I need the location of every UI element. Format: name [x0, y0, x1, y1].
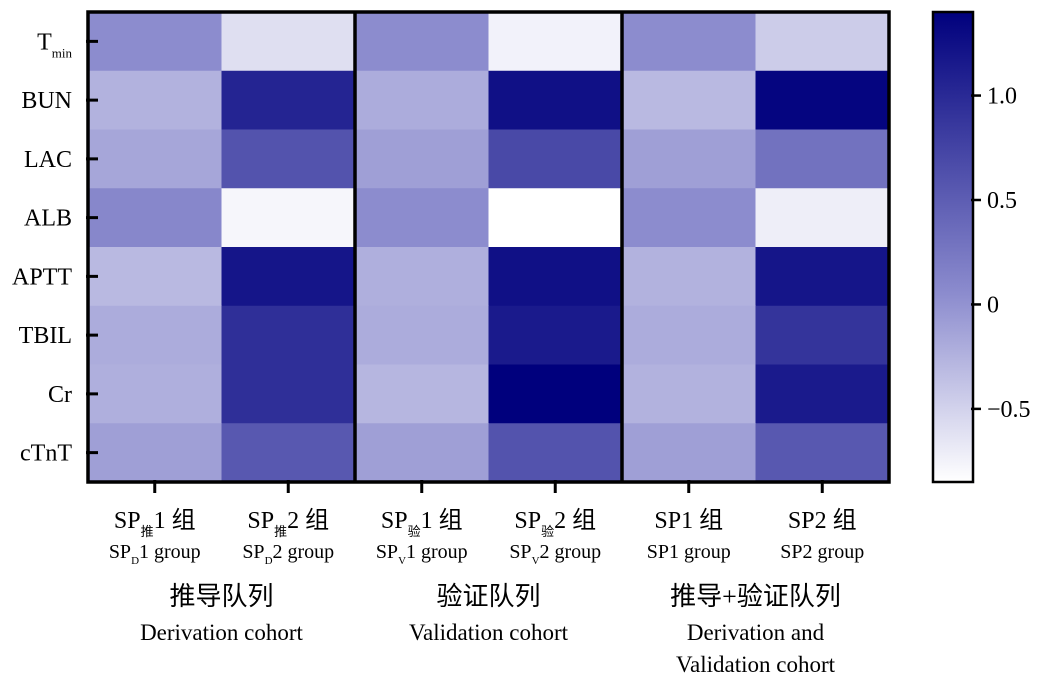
- column-label-zh: SP验1 组: [381, 507, 463, 539]
- heatmap-cell: [88, 129, 222, 189]
- colorbar-tick-label: 0.5: [987, 188, 1017, 214]
- heatmap-cell: [755, 247, 890, 307]
- row-label: Cr: [48, 382, 72, 408]
- heatmap-cell: [221, 423, 356, 483]
- heatmap-cell: [622, 70, 756, 130]
- group-label-en: Validation cohort: [409, 620, 569, 645]
- heatmap-cell: [221, 70, 356, 130]
- heatmap-cell: [622, 423, 756, 483]
- heatmap-cell: [88, 364, 222, 424]
- plot-frame: [86, 10, 891, 484]
- row-labels: Tmin BUN LAC ALB APTT TBIL Cr cTnT: [12, 29, 98, 467]
- heatmap-cell: [355, 129, 489, 189]
- heatmap-cell: [755, 70, 890, 130]
- heatmap-cell: [488, 12, 623, 72]
- heatmap-cell: [221, 247, 356, 307]
- colorbar-tick-label: 1.0: [987, 84, 1017, 110]
- group-label-zh: 推导队列: [169, 582, 273, 611]
- group-label-en: Derivation cohort: [140, 620, 303, 645]
- heatmap-cell: [755, 364, 890, 424]
- heatmap-cell: [622, 188, 756, 248]
- heatmap-cell: [355, 305, 489, 365]
- heatmap-cell: [355, 188, 489, 248]
- row-label: BUN: [21, 88, 72, 114]
- heatmap-cell: [488, 247, 623, 307]
- colorbar-gradient: [931, 10, 975, 484]
- heatmap-cell: [488, 305, 623, 365]
- heatmap-cell: [221, 129, 356, 189]
- heatmap-cell: [488, 70, 623, 130]
- heatmap-cell: [88, 188, 222, 248]
- heatmap-cell: [221, 12, 356, 72]
- group-label-en: Derivation and: [687, 620, 825, 645]
- column-label-zh: SP1 组: [654, 507, 723, 534]
- heatmap-cell: [88, 247, 222, 307]
- heatmap-cell: [622, 364, 756, 424]
- heatmap-cell: [88, 423, 222, 483]
- heatmap-cell: [755, 188, 890, 248]
- heatmap-cell: [355, 12, 489, 72]
- group-label-zh: 验证队列: [436, 582, 540, 611]
- row-label: Tmin: [37, 29, 72, 60]
- group-label-zh: 推导+验证队列: [670, 582, 841, 611]
- column-label-en: SP1 group: [647, 541, 731, 563]
- heatmap-cell: [622, 247, 756, 307]
- column-label-en: SPV2 group: [509, 541, 601, 567]
- heatmap-cell: [755, 305, 890, 365]
- heatmap-cell: [88, 305, 222, 365]
- column-label-en: SPD1 group: [109, 541, 201, 567]
- row-label: cTnT: [20, 441, 72, 467]
- column-label-zh: SP验2 组: [514, 507, 596, 539]
- group-labels: 推导队列 Derivation cohort 验证队列 Validation coho…: [140, 582, 841, 677]
- heatmap-cell: [622, 129, 756, 189]
- heatmap-cell: [355, 364, 489, 424]
- column-label-zh: SP推1 组: [114, 507, 196, 539]
- column-label-zh: SP推2 组: [247, 507, 329, 539]
- heatmap-cell: [755, 129, 890, 189]
- row-label: TBIL: [19, 323, 72, 349]
- group-label-en: Validation cohort: [676, 652, 836, 677]
- heatmap-cell: [355, 423, 489, 483]
- column-label-en: SP2 group: [780, 541, 864, 563]
- heatmap-cells: [86, 10, 891, 484]
- heatmap-cell: [221, 305, 356, 365]
- heatmap-cell: [755, 423, 890, 483]
- colorbar-tick-label: −0.5: [987, 397, 1031, 423]
- heatmap-cell: [355, 247, 489, 307]
- heatmap-cell: [488, 364, 623, 424]
- row-label: LAC: [24, 147, 72, 173]
- heatmap-cell: [622, 305, 756, 365]
- heatmap-cell: [88, 70, 222, 130]
- column-label-en: SPD2 group: [242, 541, 334, 567]
- heatmap-cell: [488, 423, 623, 483]
- heatmap-cell: [488, 188, 623, 248]
- heatmap-cell: [221, 364, 356, 424]
- heatmap-cell: [355, 70, 489, 130]
- heatmap-cell: [221, 188, 356, 248]
- column-label-zh: SP2 组: [788, 507, 857, 534]
- colorbar-tick-label: 0: [987, 292, 999, 318]
- heatmap-cell: [755, 12, 890, 72]
- row-label: APTT: [12, 264, 72, 290]
- colorbar: 1.0 0.5 0 −0.5: [931, 10, 1031, 484]
- row-label: ALB: [24, 206, 72, 232]
- heatmap-cell: [88, 12, 222, 72]
- column-label-en: SPV1 group: [376, 541, 468, 567]
- heatmap-cell: [622, 12, 756, 72]
- heatmap-cell: [488, 129, 623, 189]
